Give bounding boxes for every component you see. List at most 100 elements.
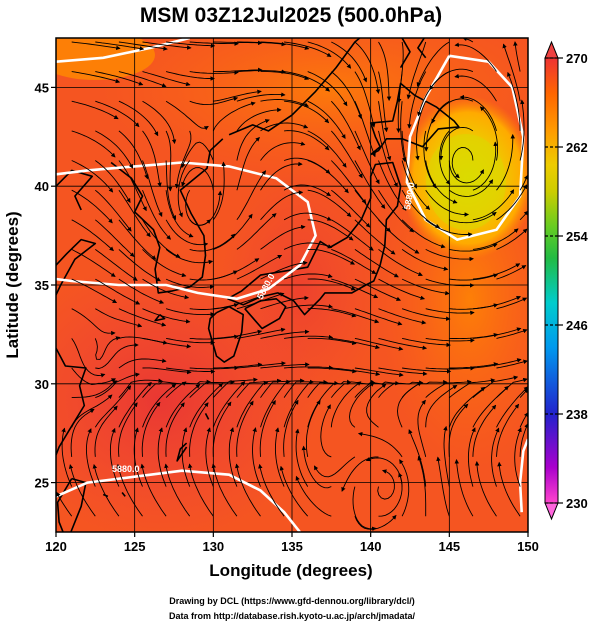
streamline [496,228,528,250]
streamline [401,219,446,249]
streamline [142,337,192,349]
streamline [71,71,121,84]
streamline [307,367,357,374]
streamline [425,160,458,204]
streamline [118,41,168,51]
streamline [213,362,263,369]
streamline [331,71,362,120]
coastline [56,347,87,456]
streamline [213,67,263,73]
streamline [189,96,239,106]
streamline [166,367,216,374]
streamline [189,365,239,371]
streamline [71,338,106,378]
streamline [417,399,427,458]
streamline [71,308,116,336]
streamline [181,141,214,169]
colorbar-tick-label: 230 [566,496,588,511]
streamline [70,408,95,457]
streamline [448,160,484,184]
streamline [436,456,450,517]
streamline [212,101,256,132]
streamline [378,71,389,133]
x-tick-label: 130 [202,539,224,554]
streamline [109,427,120,487]
streamlines [56,38,528,532]
y-axis-label: Latitude (degrees) [3,211,22,358]
streamline [92,463,120,517]
streamline [331,308,380,324]
streamline [189,233,236,252]
streamline [497,461,521,517]
streamline [354,308,403,326]
coastline [154,313,166,322]
y-tick-label: 30 [35,377,49,392]
streamline [211,463,238,517]
streamline [401,189,441,229]
streamline [118,219,157,260]
streamline [118,381,152,428]
streamline [141,401,161,457]
streamline [236,254,283,280]
streamline [165,308,215,317]
streamline [423,130,437,189]
streamline [307,41,352,69]
streamline [284,365,334,370]
streamline [401,160,431,210]
streamline [425,248,474,262]
streamline [496,265,527,280]
streamline [284,41,332,57]
streamline [95,71,144,86]
colorbar-tick-label: 270 [566,51,588,66]
streamline [165,379,212,398]
streamline [260,379,291,428]
streamline [236,378,282,398]
streamline [236,361,286,369]
streamline [496,184,528,221]
coastline [399,38,411,69]
streamline [307,337,357,346]
streamline [283,379,328,398]
streamline [354,278,401,301]
streamline [496,403,520,457]
streamline [449,378,496,398]
streamline [354,101,376,158]
streamline [260,71,310,80]
coastline [56,477,87,532]
streamline [472,358,522,369]
streamline [307,308,357,318]
streamline [236,107,282,132]
streamline [95,189,132,232]
warm-region-center [220,170,380,410]
streamline [294,428,309,487]
streamline [181,167,214,191]
streamline [415,101,427,161]
streamline [284,71,330,92]
streamline [94,385,132,428]
streamline [496,359,528,369]
streamline [354,160,386,209]
streamline [378,189,415,233]
streamline [181,427,191,487]
streamline [519,423,528,457]
streamline [331,248,377,274]
streamline [378,160,407,211]
streamline [212,381,246,428]
colorbar-scale [544,57,559,504]
streamline [71,278,118,303]
streamline [95,278,141,305]
streamline [307,100,346,140]
streamline [189,41,239,46]
streamline [513,41,521,72]
streamline [236,69,287,74]
streamline [260,224,306,250]
streamline [71,367,116,385]
streamline [408,429,427,487]
streamline [354,71,376,128]
streamline [401,379,448,398]
streamline [260,122,309,132]
streamline [236,92,286,102]
streamline [378,308,427,325]
streamline [166,337,216,345]
y-tick-label: 45 [35,80,49,95]
